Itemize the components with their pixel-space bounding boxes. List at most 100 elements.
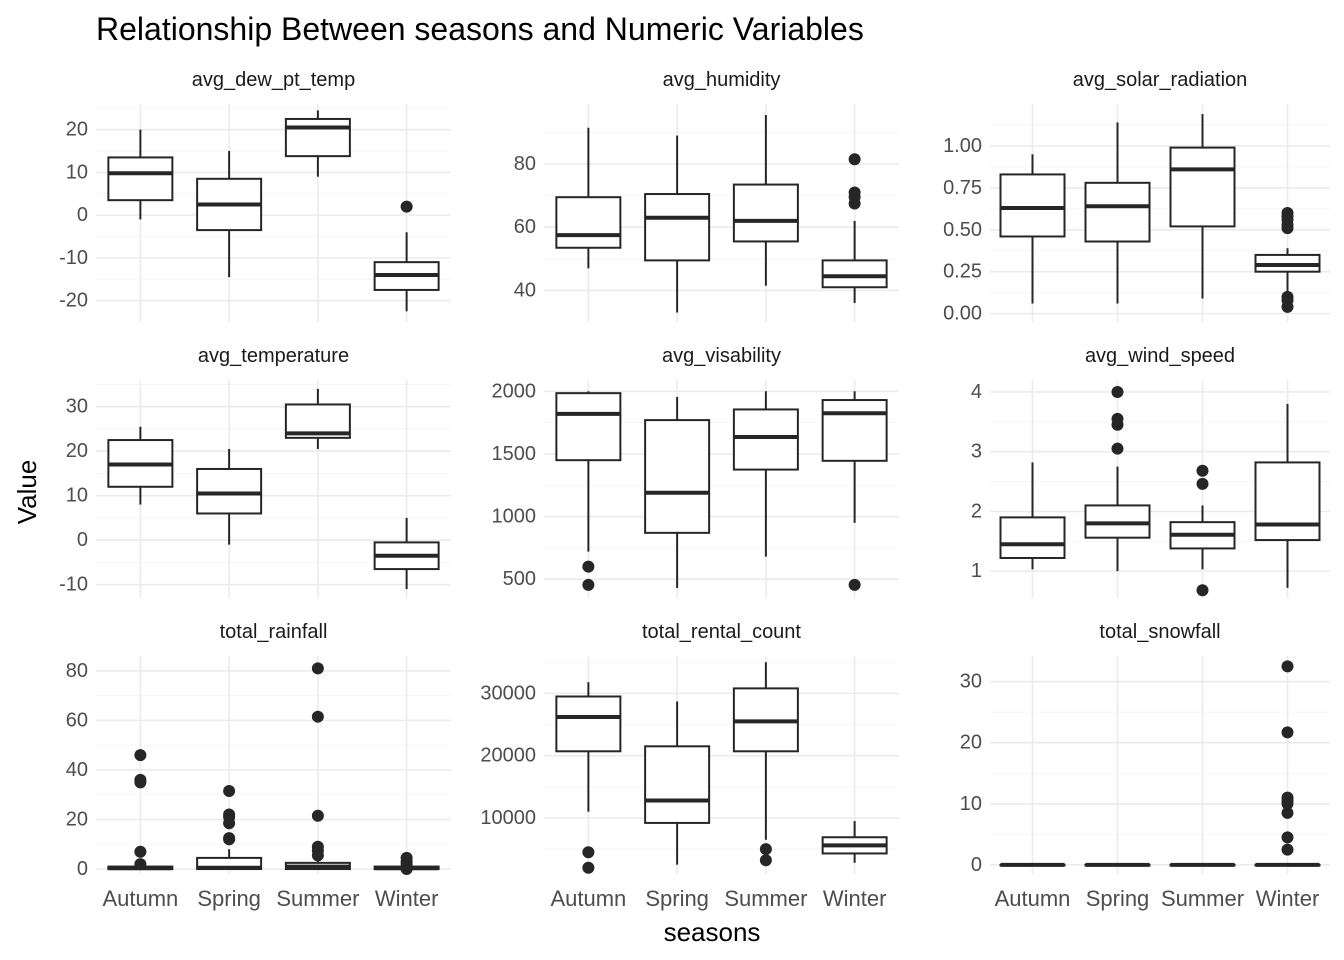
- outlier-point: [582, 578, 595, 591]
- facet-total-rental-count: total_rental_count 10000 20000 30000 Autumn S…: [480, 621, 899, 911]
- outlier-point: [1111, 385, 1124, 398]
- outlier-point: [134, 845, 147, 858]
- box-summer: [732, 115, 799, 286]
- outlier-point: [1196, 584, 1209, 597]
- facet-avg-wind-speed: avg_wind_speed 1 2 3 4: [971, 345, 1330, 598]
- box-autumn: [555, 682, 622, 874]
- y-tick-label: 0: [77, 529, 88, 551]
- box-autumn: [999, 462, 1066, 570]
- outlier-point: [1196, 477, 1209, 490]
- box-iqr: [107, 156, 174, 202]
- y-tick-label: 0: [77, 858, 88, 880]
- box-summer: [1169, 464, 1236, 597]
- y-tick-label: 0: [971, 854, 982, 876]
- x-tick-label: Spring: [197, 886, 261, 911]
- y-tick-label: 0.00: [943, 303, 982, 325]
- box-autumn: [107, 129, 174, 220]
- y-tick-label: 20: [66, 119, 88, 141]
- y-tick-label: 60: [66, 709, 88, 731]
- facet-strip-label: avg_visability: [662, 345, 781, 367]
- x-tick-label: Spring: [645, 886, 709, 911]
- outlier-point: [1281, 726, 1294, 739]
- facet-avg-dew-pt-temp: avg_dew_pt_temp -20 -10 0 10 20: [59, 69, 451, 322]
- box-iqr: [555, 196, 622, 249]
- outlier-point: [1281, 222, 1294, 235]
- facet-strip-label: total_rental_count: [642, 621, 801, 643]
- outlier-point: [1281, 797, 1294, 810]
- outlier-point: [223, 833, 236, 846]
- box-summer: [732, 662, 799, 867]
- facet-strip-label: total_snowfall: [1099, 621, 1220, 643]
- y-tick-label: 3: [971, 441, 982, 463]
- outlier-point: [582, 560, 595, 573]
- y-tick-label: 20000: [480, 745, 536, 767]
- box-iqr: [821, 399, 888, 462]
- y-tick-label: 4: [971, 381, 982, 403]
- x-tick-label: Winter: [1256, 886, 1320, 911]
- outlier-point: [311, 809, 324, 822]
- box-autumn: [107, 749, 174, 871]
- outlier-point: [1111, 418, 1124, 431]
- y-tick-label: -10: [59, 247, 88, 269]
- box-autumn: [555, 127, 622, 269]
- box-winter: [821, 153, 888, 304]
- box-spring: [1084, 385, 1151, 572]
- y-tick-label: 10: [66, 485, 88, 507]
- y-tick-label: 10: [960, 793, 982, 815]
- box-spring: [644, 396, 711, 588]
- box-summer: [1169, 862, 1236, 867]
- box-iqr: [999, 516, 1066, 559]
- facet-strip-label: total_rainfall: [220, 621, 328, 643]
- box-iqr: [555, 695, 622, 753]
- y-tick-label: 20: [960, 732, 982, 754]
- outlier-point: [400, 863, 413, 876]
- outlier-point: [1281, 843, 1294, 856]
- y-tick-label: 500: [503, 568, 536, 590]
- y-tick-label: 2000: [492, 380, 537, 402]
- y-tick-label: 20: [66, 440, 88, 462]
- y-tick-label: 40: [514, 279, 536, 301]
- y-axis-title: Value: [12, 460, 42, 525]
- outlier-point: [134, 776, 147, 789]
- box-summer: [284, 662, 351, 871]
- outlier-point: [311, 849, 324, 862]
- box-autumn: [107, 426, 174, 505]
- box-iqr: [644, 745, 711, 824]
- box-winter: [1254, 403, 1321, 588]
- y-tick-label: 1.00: [943, 135, 982, 157]
- box-iqr: [732, 183, 799, 243]
- facet-avg-solar-radiation: avg_solar_radiation 0.00 0.25 0.50 0.75 1.00: [943, 69, 1330, 325]
- box-spring: [1084, 122, 1151, 304]
- box-winter: [821, 391, 888, 591]
- outlier-point: [1196, 464, 1209, 477]
- box-iqr: [821, 259, 888, 289]
- outlier-point: [759, 854, 772, 867]
- box-spring: [196, 785, 263, 871]
- chart-title: Relationship Between seasons and Numeric…: [96, 11, 864, 47]
- x-tick-label: Autumn: [995, 886, 1071, 911]
- y-tick-label: 0: [77, 204, 88, 226]
- x-tick-label: Spring: [1086, 886, 1150, 911]
- facet-strip-label: avg_wind_speed: [1085, 345, 1235, 367]
- x-tick-label: Autumn: [102, 886, 178, 911]
- box-iqr: [1254, 461, 1321, 542]
- y-tick-label: 40: [66, 759, 88, 781]
- y-tick-label: 80: [66, 660, 88, 682]
- box-autumn: [555, 391, 622, 591]
- facet-total-snowfall: total_snowfall 0 10 20 30 Autumn Spring Summer W…: [960, 621, 1330, 911]
- box-spring: [196, 448, 263, 545]
- box-spring: [644, 701, 711, 865]
- y-tick-label: 60: [514, 216, 536, 238]
- outlier-point: [1281, 831, 1294, 844]
- facet-panels: avg_dew_pt_temp-20-1001020avg_humidity40…: [59, 69, 1330, 911]
- outlier-point: [1281, 806, 1294, 819]
- y-tick-label: 1: [971, 560, 982, 582]
- y-tick-label: 0.25: [943, 261, 982, 283]
- box-iqr: [732, 408, 799, 471]
- outlier-point: [1281, 660, 1294, 673]
- x-tick-label: Winter: [375, 886, 439, 911]
- facet-avg-humidity: avg_humidity 40 60 80: [514, 69, 899, 322]
- outlier-point: [1111, 442, 1124, 455]
- outlier-point: [582, 861, 595, 874]
